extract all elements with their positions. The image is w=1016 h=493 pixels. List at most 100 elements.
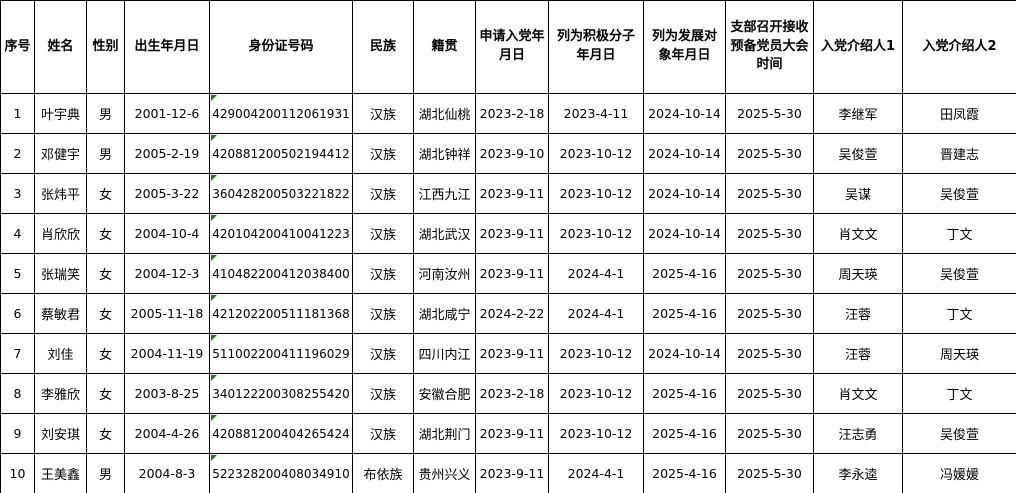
cell-native_place[interactable]: 贵州兴义: [413, 453, 476, 493]
cell-introducer2[interactable]: 吴俊萱: [902, 413, 1016, 454]
cell-index[interactable]: 8: [0, 373, 35, 414]
cell-meeting_date[interactable]: 2025-5-30: [725, 293, 814, 334]
cell-index[interactable]: 3: [0, 173, 35, 214]
column-header-introducer2[interactable]: 入党介绍人2: [902, 0, 1016, 94]
cell-gender[interactable]: 男: [86, 453, 125, 493]
cell-gender[interactable]: 女: [86, 333, 125, 374]
cell-gender[interactable]: 女: [86, 373, 125, 414]
cell-introducer2[interactable]: 冯媛媛: [902, 453, 1016, 493]
cell-meeting_date[interactable]: 2025-5-30: [725, 373, 814, 414]
cell-development_date[interactable]: 2025-4-16: [643, 253, 726, 294]
cell-name[interactable]: 肖欣欣: [34, 213, 87, 254]
cell-id_number[interactable]: 340122200308255420: [209, 373, 353, 414]
cell-name[interactable]: 王美鑫: [34, 453, 87, 493]
cell-introducer1[interactable]: 肖文文: [813, 213, 903, 254]
cell-activist_date[interactable]: 2024-4-1: [548, 253, 644, 294]
cell-name[interactable]: 张瑞笑: [34, 253, 87, 294]
cell-birthdate[interactable]: 2004-4-26: [124, 413, 210, 454]
cell-meeting_date[interactable]: 2025-5-30: [725, 93, 814, 134]
cell-name[interactable]: 叶宇典: [34, 93, 87, 134]
cell-activist_date[interactable]: 2023-10-12: [548, 373, 644, 414]
cell-name[interactable]: 刘佳: [34, 333, 87, 374]
cell-apply_date[interactable]: 2023-9-11: [475, 453, 549, 493]
cell-ethnicity[interactable]: 汉族: [352, 413, 414, 454]
cell-index[interactable]: 1: [0, 93, 35, 134]
cell-ethnicity[interactable]: 汉族: [352, 253, 414, 294]
cell-gender[interactable]: 女: [86, 253, 125, 294]
cell-gender[interactable]: 男: [86, 93, 125, 134]
cell-development_date[interactable]: 2024-10-14: [643, 173, 726, 214]
cell-activist_date[interactable]: 2023-10-12: [548, 213, 644, 254]
cell-name[interactable]: 蔡敏君: [34, 293, 87, 334]
cell-introducer1[interactable]: 李继军: [813, 93, 903, 134]
cell-name[interactable]: 张炜平: [34, 173, 87, 214]
cell-activist_date[interactable]: 2023-10-12: [548, 333, 644, 374]
cell-introducer2[interactable]: 吴俊萱: [902, 173, 1016, 214]
cell-ethnicity[interactable]: 汉族: [352, 213, 414, 254]
cell-introducer2[interactable]: 晋建志: [902, 133, 1016, 174]
cell-native_place[interactable]: 湖北咸宁: [413, 293, 476, 334]
cell-birthdate[interactable]: 2001-12-6: [124, 93, 210, 134]
cell-development_date[interactable]: 2025-4-16: [643, 413, 726, 454]
cell-introducer2[interactable]: 丁文: [902, 373, 1016, 414]
cell-apply_date[interactable]: 2023-9-11: [475, 413, 549, 454]
column-header-introducer1[interactable]: 入党介绍人1: [813, 0, 903, 94]
column-header-id_number[interactable]: 身份证号码: [209, 0, 353, 94]
cell-id_number[interactable]: 420881200502194412: [209, 133, 353, 174]
cell-apply_date[interactable]: 2023-9-10: [475, 133, 549, 174]
cell-introducer2[interactable]: 丁文: [902, 213, 1016, 254]
column-header-index[interactable]: 序号: [0, 0, 35, 94]
cell-meeting_date[interactable]: 2025-5-30: [725, 413, 814, 454]
cell-introducer1[interactable]: 汪蓉: [813, 333, 903, 374]
cell-introducer1[interactable]: 吴谋: [813, 173, 903, 214]
cell-ethnicity[interactable]: 汉族: [352, 293, 414, 334]
column-header-meeting_date[interactable]: 支部召开接收预备党员大会时间: [725, 0, 814, 94]
cell-development_date[interactable]: 2025-4-16: [643, 453, 726, 493]
cell-birthdate[interactable]: 2003-8-25: [124, 373, 210, 414]
cell-activist_date[interactable]: 2023-10-12: [548, 173, 644, 214]
cell-apply_date[interactable]: 2023-9-11: [475, 173, 549, 214]
cell-apply_date[interactable]: 2023-9-11: [475, 213, 549, 254]
cell-name[interactable]: 刘安琪: [34, 413, 87, 454]
cell-meeting_date[interactable]: 2025-5-30: [725, 133, 814, 174]
cell-gender[interactable]: 女: [86, 173, 125, 214]
column-header-native_place[interactable]: 籍贯: [413, 0, 476, 94]
column-header-birthdate[interactable]: 出生年月日: [124, 0, 210, 94]
cell-development_date[interactable]: 2024-10-14: [643, 93, 726, 134]
cell-introducer2[interactable]: 吴俊萱: [902, 253, 1016, 294]
cell-id_number[interactable]: 522328200408034910: [209, 453, 353, 493]
column-header-gender[interactable]: 性别: [86, 0, 125, 94]
cell-id_number[interactable]: 511002200411196029: [209, 333, 353, 374]
cell-index[interactable]: 5: [0, 253, 35, 294]
cell-native_place[interactable]: 湖北钟祥: [413, 133, 476, 174]
column-header-ethnicity[interactable]: 民族: [352, 0, 414, 94]
cell-index[interactable]: 4: [0, 213, 35, 254]
cell-name[interactable]: 李雅欣: [34, 373, 87, 414]
cell-introducer1[interactable]: 汪蓉: [813, 293, 903, 334]
cell-meeting_date[interactable]: 2025-5-30: [725, 453, 814, 493]
cell-development_date[interactable]: 2025-4-16: [643, 373, 726, 414]
cell-id_number[interactable]: 420881200404265424: [209, 413, 353, 454]
cell-meeting_date[interactable]: 2025-5-30: [725, 213, 814, 254]
cell-index[interactable]: 2: [0, 133, 35, 174]
cell-activist_date[interactable]: 2023-10-12: [548, 413, 644, 454]
cell-introducer2[interactable]: 丁文: [902, 293, 1016, 334]
cell-introducer1[interactable]: 李永逵: [813, 453, 903, 493]
cell-development_date[interactable]: 2024-10-14: [643, 333, 726, 374]
column-header-development_date[interactable]: 列为发展对象年月日: [643, 0, 726, 94]
column-header-apply_date[interactable]: 申请入党年月日: [475, 0, 549, 94]
cell-id_number[interactable]: 429004200112061931: [209, 93, 353, 134]
cell-birthdate[interactable]: 2005-2-19: [124, 133, 210, 174]
cell-development_date[interactable]: 2025-4-16: [643, 293, 726, 334]
cell-activist_date[interactable]: 2023-10-12: [548, 133, 644, 174]
column-header-name[interactable]: 姓名: [34, 0, 87, 94]
column-header-activist_date[interactable]: 列为积极分子 年月日: [548, 0, 644, 94]
cell-apply_date[interactable]: 2023-2-18: [475, 373, 549, 414]
cell-index[interactable]: 9: [0, 413, 35, 454]
cell-activist_date[interactable]: 2024-4-1: [548, 453, 644, 493]
cell-birthdate[interactable]: 2005-11-18: [124, 293, 210, 334]
cell-development_date[interactable]: 2024-10-14: [643, 133, 726, 174]
cell-introducer2[interactable]: 田凤霞: [902, 93, 1016, 134]
cell-native_place[interactable]: 江西九江: [413, 173, 476, 214]
cell-meeting_date[interactable]: 2025-5-30: [725, 333, 814, 374]
